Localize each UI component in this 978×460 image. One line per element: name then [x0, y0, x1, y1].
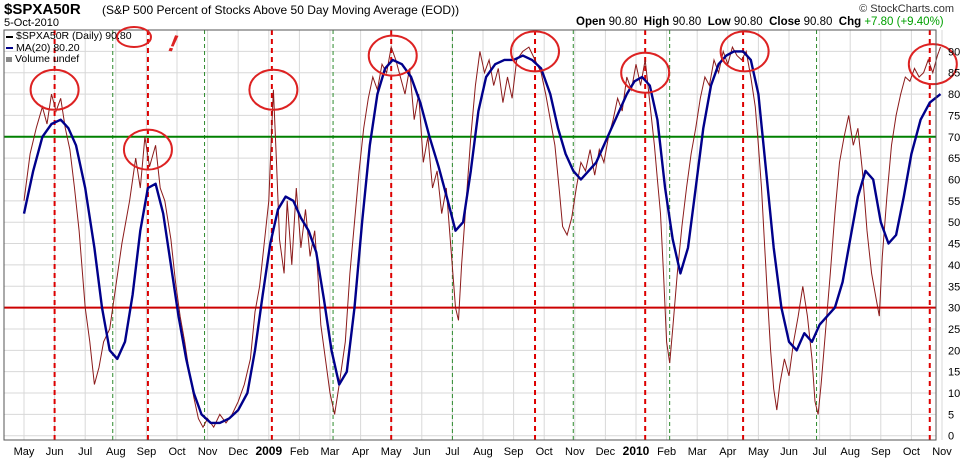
y-tick-label: 10 [948, 388, 960, 400]
y-tick-label: 25 [948, 324, 960, 336]
y-tick-label: 0 [948, 431, 954, 443]
x-axis: May Jun Jul Aug Sep Oct Nov Dec 2009 Feb Mar Apr May… [14, 444, 953, 458]
vertical-markers [53, 30, 931, 440]
grid [4, 30, 943, 440]
x-tick-label: Dec [228, 446, 248, 458]
y-tick-label: 50 [948, 217, 960, 229]
open-label: Open [576, 16, 606, 28]
x-tick-label: Oct [536, 446, 553, 458]
ma-line [22, 50, 942, 425]
legend-swatch-price [6, 35, 13, 38]
chart-description: (S&P 500 Percent of Stocks Above 50 Day … [102, 3, 460, 17]
x-tick-label: Oct [903, 446, 920, 458]
y-tick-label: 15 [948, 367, 960, 379]
y-tick-label: 90 [948, 46, 960, 58]
x-tick-label: Sep [871, 446, 891, 458]
legend-label-volume: Volume undef [15, 53, 80, 65]
y-tick-label: 65 [948, 153, 960, 165]
peak-circle [510, 30, 561, 73]
y-tick-label: 55 [948, 196, 960, 208]
x-tick-label: Sep [504, 446, 524, 458]
x-tick-label: Aug [473, 446, 493, 458]
x-tick-label: Mar [321, 446, 340, 458]
x-tick-label: May [381, 446, 402, 458]
x-tick-label: 2010 [623, 444, 650, 458]
x-tick-label: Dec [596, 446, 616, 458]
circle-annotations [29, 30, 958, 171]
peak-circle [29, 68, 80, 111]
close-value: 90.80 [803, 16, 833, 28]
y-tick-label: 70 [948, 132, 960, 144]
y-tick-label: 60 [948, 174, 960, 186]
peak-circle [719, 30, 770, 73]
x-tick-label: Mar [688, 446, 707, 458]
y-tick-label: 45 [948, 239, 960, 251]
x-tick-label: Jun [413, 446, 431, 458]
ohlc-readout: Open 90.80 High 90.80 Low 90.80 Close 90… [576, 16, 944, 28]
exclamation-mark: ! [166, 30, 179, 58]
x-tick-label: Feb [657, 446, 676, 458]
legend: $SPXA50R (Daily) 90.80 MA(20) 80.20 Volu… [6, 30, 132, 66]
x-tick-label: Apr [352, 446, 369, 458]
plot-border [3, 29, 937, 441]
low-value: 90.80 [733, 16, 763, 28]
x-tick-label: May [748, 446, 769, 458]
peak-circle [620, 51, 671, 94]
x-tick-label: 2009 [255, 444, 282, 458]
close-label: Close [769, 16, 801, 28]
legend-item-volume: Volume undef [6, 53, 132, 66]
chart-date: 5-Oct-2010 [4, 17, 60, 29]
y-tick-label: 80 [948, 89, 960, 101]
peak-circle [248, 68, 299, 111]
peak-circle [367, 34, 418, 77]
x-tick-label: Jun [46, 446, 64, 458]
x-tick-label: Nov [932, 446, 952, 458]
change-label: Chg [838, 16, 862, 28]
peak-circle [907, 43, 958, 86]
x-tick-label: Feb [290, 446, 309, 458]
x-tick-label: Sep [137, 446, 157, 458]
x-tick-label: May [14, 446, 35, 458]
x-tick-label: Jul [78, 446, 92, 458]
y-tick-label: 35 [948, 281, 960, 293]
low-label: Low [707, 16, 731, 28]
x-tick-label: Jun [780, 446, 798, 458]
legend-label-price: $SPXA50R (Daily) 90.80 [16, 30, 132, 42]
y-tick-label: 20 [948, 345, 960, 357]
legend-value-circle [116, 26, 152, 48]
y-tick-label: 75 [948, 110, 960, 122]
y-tick-label: 5 [948, 409, 954, 421]
legend-swatch-ma [6, 47, 13, 50]
change-value: +7.80 (+9.40%) [864, 16, 944, 28]
brand-watermark: © StockCharts.com [859, 3, 954, 15]
high-value: 90.80 [672, 16, 702, 28]
legend-item-price: $SPXA50R (Daily) 90.80 [6, 30, 132, 43]
x-tick-label: Nov [565, 446, 585, 458]
x-tick-label: Aug [106, 446, 126, 458]
legend-label-ma: MA(20) 80.20 [16, 41, 80, 54]
y-tick-label: 85 [948, 68, 960, 80]
plot-frame [3, 29, 937, 441]
x-tick-label: Oct [168, 446, 185, 458]
x-tick-label: Apr [719, 446, 736, 458]
legend-swatch-volume [6, 57, 12, 63]
x-tick-label: Aug [840, 446, 860, 458]
open-value: 90.80 [608, 16, 638, 28]
x-tick-label: Jul [813, 446, 827, 458]
legend-item-ma: MA(20) 80.20 [6, 41, 132, 55]
y-tick-label: 40 [948, 260, 960, 272]
high-label: High [643, 16, 670, 28]
chart-symbol: $SPXA50R [4, 1, 81, 18]
x-tick-label: Jul [445, 446, 459, 458]
peak-circle [122, 128, 173, 171]
y-axis: 0 5 10 15 20 25 30 35 40 45 50 55 60 65 70 75 80 85 90 [948, 46, 960, 442]
y-tick-label: 30 [948, 303, 960, 315]
x-tick-label: Nov [198, 446, 218, 458]
price-line [23, 45, 941, 429]
series-layer [22, 45, 942, 429]
